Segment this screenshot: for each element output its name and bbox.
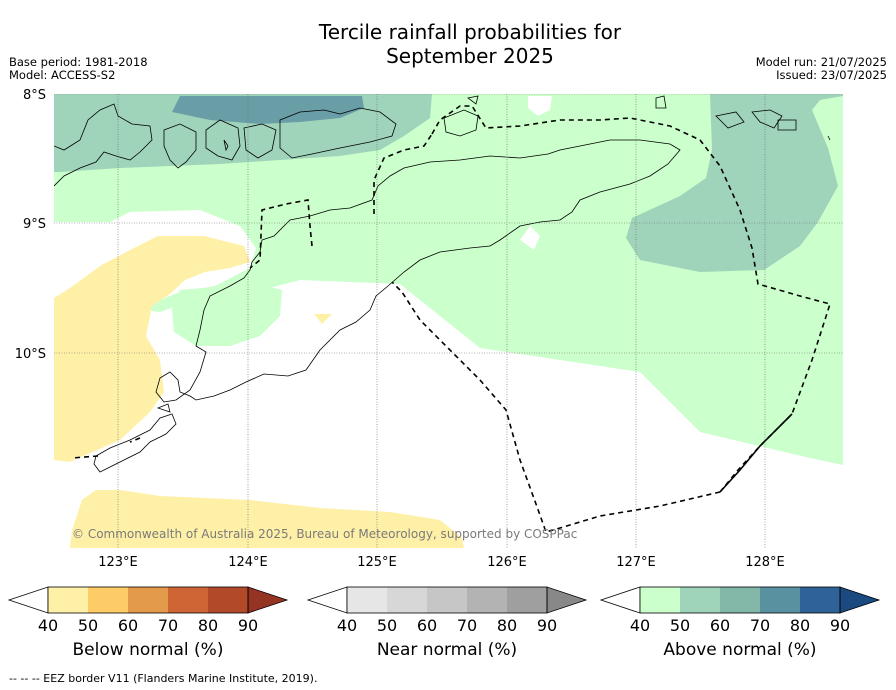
near-normal-hole-mid	[520, 226, 540, 250]
above-colorbar-segment	[640, 587, 680, 613]
coastline-aru-east	[715, 109, 831, 141]
footnote: -- -- -- EEZ border V11 (Flanders Marine…	[9, 672, 318, 685]
near-colorbar: 40 50 60 70 80 90	[306, 586, 588, 635]
lat-label-8s: 8°S	[23, 88, 46, 103]
lon-label-128e: 128°E	[745, 555, 785, 570]
lon-label-126e: 126°E	[487, 555, 527, 570]
above-colorbar-segment	[800, 587, 840, 613]
near-colorbar-tick: 50	[377, 616, 397, 635]
below-50-south	[70, 490, 464, 548]
below-colorbar-tick: 70	[158, 616, 178, 635]
near-colorbar-high-extend	[546, 586, 588, 614]
above-colorbar: 40 50 60 70 80 90	[599, 586, 881, 635]
below-50-small	[314, 314, 332, 324]
below-colorbar-segment	[88, 587, 128, 613]
longitude-labels: 123°E 124°E 125°E 126°E 127°E 128°E	[98, 555, 785, 570]
above-colorbar-outline	[639, 586, 841, 614]
colorbars: 40 50 60 70 80 90 40 50 60 70 80 90 40 50 60 70 80 90	[7, 586, 881, 635]
near-colorbar-outline	[346, 586, 548, 614]
near-normal-label: Near normal (%)	[376, 640, 518, 660]
lon-label-125e: 125°E	[357, 555, 397, 570]
above-colorbar-tick: 60	[710, 616, 730, 635]
model-run: Model run: 21/07/2025	[755, 55, 887, 69]
near-colorbar-tick: 40	[337, 616, 357, 635]
above-colorbar-low-extend	[599, 586, 641, 614]
latitude-labels: 8°S 9°S 10°S	[15, 88, 46, 362]
below-colorbar-tick: 90	[238, 616, 258, 635]
coastline-islands-north	[163, 107, 397, 169]
lon-label-127e: 127°E	[616, 555, 656, 570]
coastlines	[54, 95, 831, 473]
above-normal-label: Above normal (%)	[663, 640, 817, 660]
above-colorbar-tick: 40	[630, 616, 650, 635]
below-colorbar: 40 50 60 70 80 90	[7, 586, 289, 635]
title-line-2: September 2025	[386, 44, 554, 68]
lat-label-9s: 9°S	[23, 217, 46, 232]
below-colorbar-tick: 60	[118, 616, 138, 635]
lat-label-10s: 10°S	[15, 347, 46, 362]
near-normal-hole-north	[528, 96, 552, 116]
above-colorbar-segment	[760, 587, 800, 613]
near-colorbar-tick: 90	[537, 616, 557, 635]
below-colorbar-tick: 80	[198, 616, 218, 635]
lon-label-123e: 123°E	[98, 555, 138, 570]
coastline-wetar	[443, 95, 667, 137]
coastline-timor	[155, 139, 681, 403]
issued-date: Issued: 23/07/2025	[776, 68, 887, 82]
near-colorbar-segment	[427, 587, 467, 613]
title-line-1: Tercile rainfall probabilities for	[318, 20, 622, 44]
model-name: Model: ACCESS-S2	[9, 68, 116, 82]
below-colorbar-segment	[128, 587, 168, 613]
above-colorbar-tick: 70	[750, 616, 770, 635]
meta-left: Base period: 1981-2018 Model: ACCESS-S2	[9, 56, 148, 82]
near-colorbar-low-extend	[306, 586, 348, 614]
coastline-flores-alor	[54, 103, 153, 187]
below-colorbar-low-extend	[7, 586, 49, 614]
coastline-rote	[93, 403, 177, 473]
near-colorbar-tick: 70	[457, 616, 477, 635]
above-colorbar-tick: 90	[830, 616, 850, 635]
copyright-text: © Commonwealth of Australia 2025, Bureau…	[72, 527, 577, 541]
below-colorbar-segment	[168, 587, 208, 613]
above-colorbar-high-extend	[839, 586, 881, 614]
above-60-east	[626, 94, 843, 272]
eez-border-solid	[719, 413, 793, 493]
below-colorbar-outline	[47, 586, 249, 614]
above-colorbar-segment	[680, 587, 720, 613]
near-colorbar-segment	[347, 587, 387, 613]
near-colorbar-tick: 80	[497, 616, 517, 635]
eez-border	[71, 105, 832, 533]
meta-right: Model run: 21/07/2025 Issued: 23/07/2025	[756, 56, 887, 82]
near-colorbar-segment	[467, 587, 507, 613]
lon-label-124e: 124°E	[228, 555, 268, 570]
above-50-tongue	[172, 285, 282, 346]
below-colorbar-segment	[208, 587, 248, 613]
near-colorbar-segment	[387, 587, 427, 613]
below-colorbar-segment	[48, 587, 88, 613]
below-50-west	[54, 236, 250, 462]
gridlines	[54, 94, 843, 548]
above-colorbar-tick: 50	[670, 616, 690, 635]
map-title: Tercile rainfall probabilities for Septe…	[270, 20, 670, 68]
above-colorbar-tick: 80	[790, 616, 810, 635]
below-colorbar-high-extend	[247, 586, 289, 614]
above-70-north-patch	[172, 96, 364, 124]
below-colorbar-tick: 50	[78, 616, 98, 635]
near-colorbar-segment	[507, 587, 547, 613]
near-colorbar-tick: 60	[417, 616, 437, 635]
above-50-region	[54, 94, 843, 465]
probability-fields: © Commonwealth of Australia 2025, Bureau…	[54, 94, 843, 548]
below-normal-label: Below normal (%)	[72, 640, 224, 660]
above-colorbar-segment	[720, 587, 760, 613]
base-period: Base period: 1981-2018	[9, 55, 148, 69]
below-colorbar-tick: 40	[38, 616, 58, 635]
